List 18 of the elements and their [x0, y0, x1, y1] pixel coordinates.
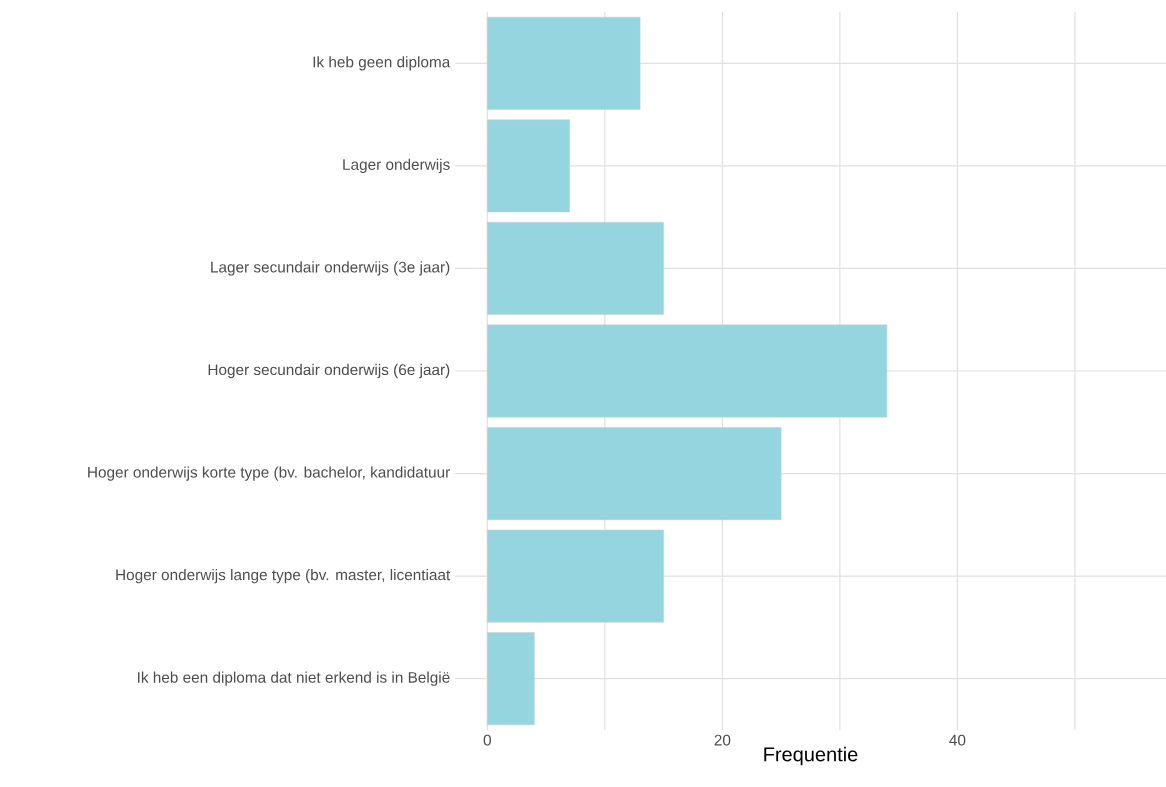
y-tick-label: Ik heb geen diploma	[313, 56, 451, 71]
y-tick-label: Lager onderwijs	[343, 158, 450, 173]
x-axis-title: Frequentie	[764, 746, 858, 766]
y-tick-label: Ik heb een diploma dat niet erkend is in België	[138, 671, 450, 686]
x-tick-label: 0	[483, 734, 491, 746]
x-tick-label: 40	[949, 734, 966, 746]
y-tick-label: Hoger onderwijs lange type (bv. master, licentiaat	[116, 569, 451, 584]
y-tick-label: Hoger secundair onderwijs (6e jaar)	[208, 363, 450, 379]
bar	[487, 16, 641, 110]
bar	[487, 529, 664, 623]
x-tick-label: 20	[714, 734, 731, 746]
y-tick-label: Lager secundair onderwijs (3e jaar)	[211, 261, 450, 276]
y-tick-label: Hoger onderwijs korte type (bv. bachelor, kandidatuur	[88, 466, 450, 481]
bar	[487, 632, 535, 726]
bar	[487, 119, 570, 213]
bar	[487, 222, 664, 315]
bar	[487, 427, 782, 520]
bar	[487, 324, 888, 418]
